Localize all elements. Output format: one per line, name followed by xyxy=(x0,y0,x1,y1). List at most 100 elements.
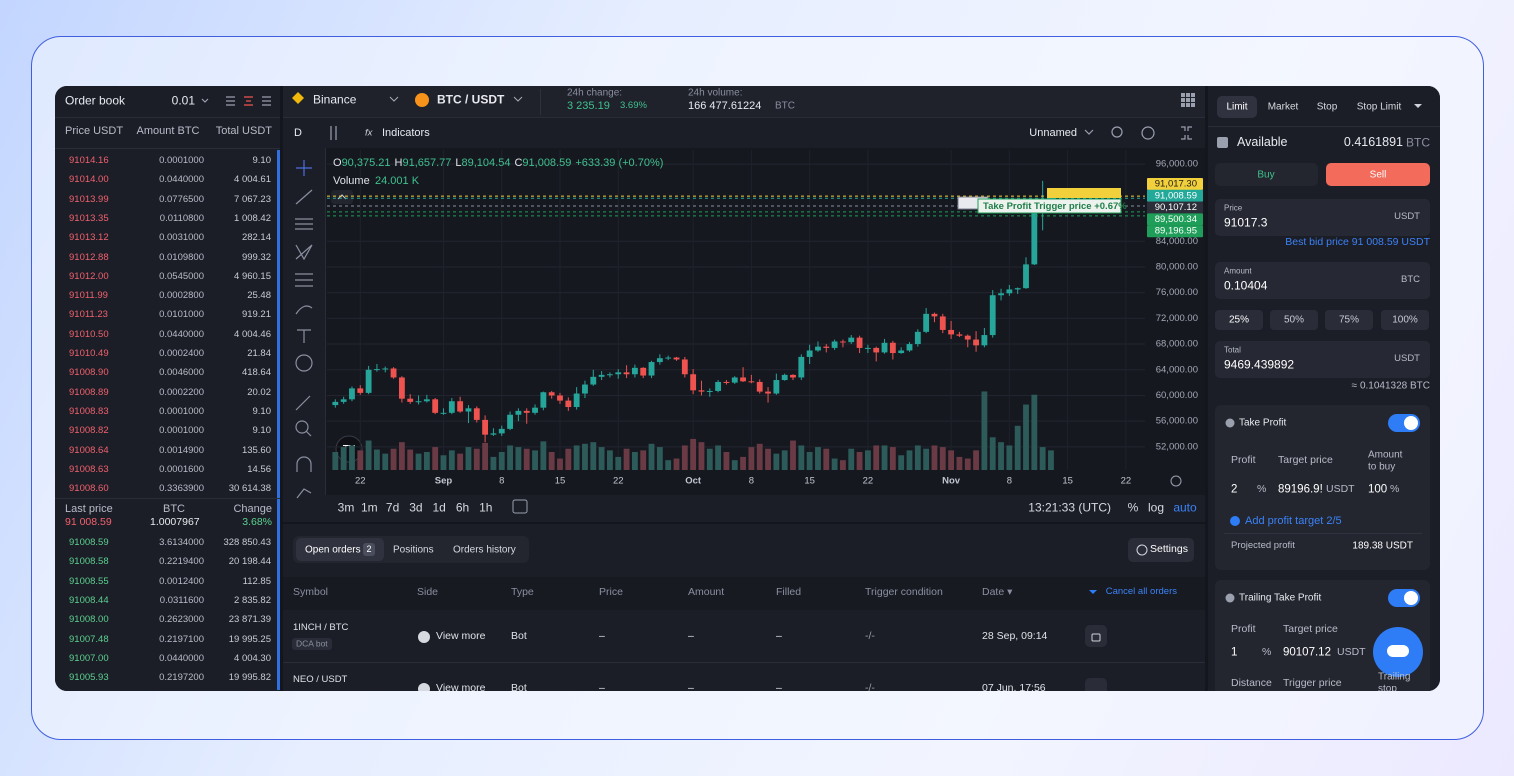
column-header: Type xyxy=(511,586,534,599)
asks-amount: 0.0440000 xyxy=(159,328,204,340)
percent-button[interactable] xyxy=(1381,310,1429,330)
range-button[interactable]: 3m xyxy=(337,500,355,515)
amount-input[interactable] xyxy=(1215,262,1430,299)
tab[interactable]: Positions xyxy=(393,544,434,556)
range-button[interactable]: 7d xyxy=(385,500,400,515)
total-input[interactable] xyxy=(1215,341,1430,378)
percent-toggle[interactable]: % xyxy=(1127,500,1139,515)
volume-bar xyxy=(765,448,771,470)
range-button[interactable]: 3d xyxy=(409,500,423,515)
chevron xyxy=(1414,104,1422,108)
range-button[interactable]: 1d xyxy=(432,500,446,515)
lock-button[interactable] xyxy=(1085,625,1107,647)
add-target[interactable]: Add profit target 2/5 xyxy=(1245,514,1342,527)
step-select[interactable]: 0.01 xyxy=(171,93,195,108)
layout-select[interactable]: Unnamed xyxy=(1029,126,1077,139)
card-title: Trailing Take Profit xyxy=(1239,592,1322,604)
volume-bar xyxy=(1039,447,1046,470)
candle-body xyxy=(598,374,605,377)
asks-total: 282.14 xyxy=(241,231,271,243)
volume-bar xyxy=(498,452,505,470)
volume-bar xyxy=(923,448,930,470)
x-tick-label: 8 xyxy=(499,476,504,487)
percent-button[interactable] xyxy=(1325,310,1373,330)
x-tick-label: 22 xyxy=(863,476,874,487)
collapse-button[interactable] xyxy=(331,190,353,204)
auto-toggle[interactable]: auto xyxy=(1173,500,1197,515)
volume-bar xyxy=(939,447,946,470)
sell-button[interactable] xyxy=(1326,163,1430,186)
chevron xyxy=(513,96,523,102)
x-tick-label: Nov xyxy=(942,476,961,487)
order-type-tab[interactable]: Market xyxy=(1267,101,1299,113)
candle-body xyxy=(798,356,805,378)
settings-icon[interactable] xyxy=(1170,475,1182,487)
asks-total: 4 960.15 xyxy=(234,270,271,282)
cancel-all[interactable]: Cancel all orders xyxy=(1105,585,1177,597)
lock-button[interactable] xyxy=(1085,678,1107,691)
panel-title: Order book xyxy=(65,93,126,108)
tab[interactable]: Open orders xyxy=(305,544,361,556)
calendar-icon[interactable] xyxy=(512,499,528,514)
interval-button[interactable]: D xyxy=(294,126,302,139)
asks-total: 25.48 xyxy=(247,289,271,301)
log-toggle[interactable]: log xyxy=(1147,500,1165,515)
candle-body xyxy=(989,295,996,336)
asks-amount: 0.0001000 xyxy=(159,405,204,417)
x-tick-label: 8 xyxy=(749,476,754,487)
order-side[interactable]: View more xyxy=(436,630,486,643)
volume-bar xyxy=(981,391,988,470)
candle-body xyxy=(607,374,613,376)
percent-button[interactable] xyxy=(1215,310,1263,330)
price-input[interactable] xyxy=(1215,199,1430,236)
order-type-tab[interactable]: Stop Limit xyxy=(1356,101,1402,113)
asks-amount: 0.0046000 xyxy=(159,367,204,379)
asks-total: 7 067.23 xyxy=(234,193,271,205)
target-unit: USDT xyxy=(1337,646,1366,659)
card-title: Take Profit xyxy=(1239,417,1287,429)
asks-price: 91008.63 xyxy=(69,463,109,475)
buy-button[interactable] xyxy=(1215,163,1318,186)
volume-bar xyxy=(773,453,780,470)
bids-total: 2 835.82 xyxy=(234,594,271,606)
legend-value: 89,104.54 xyxy=(461,156,511,169)
pair-select[interactable]: BTC / USDT xyxy=(437,92,505,107)
column-header: Side xyxy=(417,586,439,599)
bids-price: 91008.00 xyxy=(69,613,109,625)
range-button[interactable]: 6h xyxy=(455,500,470,515)
asks-price: 91013.99 xyxy=(69,193,109,205)
volume-bar xyxy=(873,445,880,470)
tab[interactable]: Orders history xyxy=(453,544,516,556)
candle-body xyxy=(748,381,755,383)
volume-bar xyxy=(864,450,871,470)
tab-active[interactable] xyxy=(1217,96,1257,118)
asks-amount: 0.0776500 xyxy=(159,193,204,205)
volume-bar xyxy=(848,448,855,470)
candle-body xyxy=(349,388,355,400)
tab-active[interactable] xyxy=(296,538,384,561)
settings-button[interactable] xyxy=(1128,538,1194,562)
candle-body xyxy=(640,367,647,376)
bids-amount: 0.2623000 xyxy=(159,613,204,625)
bids-price: 91008.44 xyxy=(69,594,109,606)
order-type-tab[interactable]: Limit xyxy=(1226,101,1248,113)
range-button[interactable]: 1m xyxy=(360,500,378,515)
volume-bar xyxy=(1006,445,1013,470)
bids-total: 23 871.39 xyxy=(228,613,271,625)
candle-body xyxy=(723,381,730,383)
range-button[interactable]: 1h xyxy=(479,500,493,515)
indicators-button[interactable]: Indicators xyxy=(382,126,430,139)
field-label: Trailing xyxy=(1378,671,1411,683)
order-side[interactable]: View more xyxy=(436,682,486,691)
candle-body xyxy=(340,399,347,402)
asks-total: 20.02 xyxy=(247,386,271,398)
percent-button[interactable] xyxy=(1270,310,1318,330)
best-bid[interactable]: Best bid price 91 008.59 USDT xyxy=(1285,236,1430,249)
candle-body xyxy=(615,372,622,375)
y-tick-label: 96,000.00 xyxy=(1156,159,1198,170)
price-tag xyxy=(1147,225,1203,238)
exchange-select[interactable]: Binance xyxy=(313,92,357,107)
volume-bar xyxy=(465,447,472,470)
order-type-tab[interactable]: Stop xyxy=(1316,101,1338,113)
volume-bar xyxy=(956,456,963,470)
